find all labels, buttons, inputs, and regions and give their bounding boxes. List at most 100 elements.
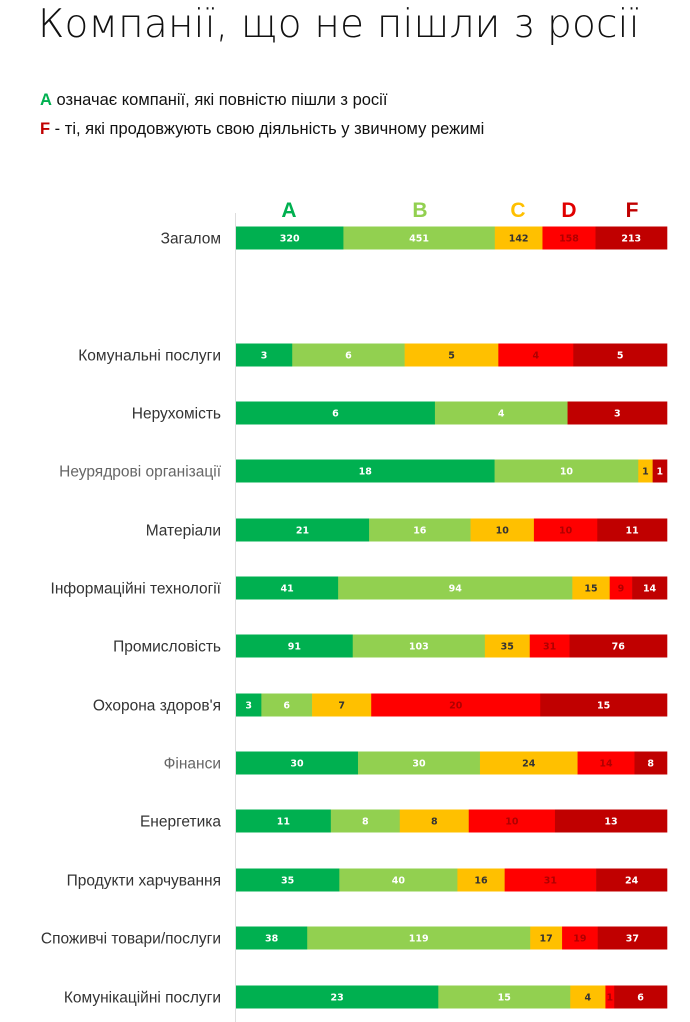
bar-segment-f <box>540 693 668 717</box>
bar-value-label: 35 <box>501 642 514 653</box>
bar-segment-c <box>572 576 610 600</box>
bar-segment-b <box>438 985 571 1009</box>
legend-text-a: означає компанії, які повністю пішли з р… <box>51 91 388 109</box>
legend-key-f: F <box>40 120 51 138</box>
bar-value-label: 24 <box>625 876 639 887</box>
bar-value-label: 6 <box>637 993 644 1004</box>
bar-value-label: 41 <box>280 584 293 595</box>
bar-value-label: 6 <box>283 701 290 712</box>
category-label: Енергетика <box>140 814 221 831</box>
bar-value-label: 4 <box>498 409 505 420</box>
bar-value-label: 5 <box>448 351 455 362</box>
bar-segment-c <box>312 693 372 717</box>
bar-segment-d <box>542 226 596 250</box>
legend-line-f: F - ті, які продовжують свою діяльність … <box>40 120 484 139</box>
category-label: Нерухомість <box>132 406 221 423</box>
category-label: Охорона здоров'я <box>93 698 221 715</box>
bar-segment-a <box>236 343 293 367</box>
bar-segment-d <box>498 343 574 367</box>
bar-segment-c <box>479 751 578 775</box>
bar-value-label: 94 <box>449 584 463 595</box>
bar-segment-f <box>634 751 668 775</box>
bar-value-label: 15 <box>498 993 511 1004</box>
bar-segment-a <box>236 459 495 483</box>
category-label: Загалом <box>161 231 221 248</box>
bar-segment-f <box>596 868 668 892</box>
category-label: Матеріали <box>146 523 221 540</box>
bar-value-label: 15 <box>584 584 597 595</box>
category-label: Споживчі товари/послуги <box>41 931 221 948</box>
bar-value-label: 76 <box>612 642 626 653</box>
category-label: Неурядрові організації <box>59 464 222 481</box>
bar-segment-a <box>236 401 436 425</box>
bar-segment-b <box>357 751 481 775</box>
bar-segment-c <box>404 343 499 367</box>
bar-segment-f <box>567 401 668 425</box>
bar-value-label: 3 <box>614 409 621 420</box>
bar-segment-a <box>236 518 370 542</box>
bar-value-label: 16 <box>474 876 488 887</box>
bar-segment-b <box>292 343 405 367</box>
bar-segment-a <box>236 226 344 250</box>
bar-segment-f <box>652 459 668 483</box>
category-label: Промисловість <box>113 639 221 656</box>
bar-value-label: 18 <box>359 467 373 478</box>
bar-segment-f <box>569 634 668 658</box>
bar-segment-d <box>529 634 570 658</box>
column-header-a: A <box>281 199 296 222</box>
bar-value-label: 10 <box>559 526 573 537</box>
bar-segment-b <box>330 809 401 833</box>
legend-line-a: A означає компанії, які повністю пішли з… <box>40 91 387 110</box>
bar-value-label: 17 <box>540 934 553 945</box>
bar-segment-b <box>369 518 471 542</box>
bar-value-label: 1 <box>607 993 614 1004</box>
bar-segment-c <box>530 926 563 950</box>
bar-value-label: 8 <box>362 817 369 828</box>
bar-value-label: 23 <box>331 993 344 1004</box>
legend-text-f: - ті, які продовжують свою діяльність у … <box>50 120 485 138</box>
bar-segment-a <box>236 693 262 717</box>
bar-value-label: 31 <box>544 876 557 887</box>
bar-value-label: 35 <box>281 876 294 887</box>
bar-segment-c <box>570 985 606 1009</box>
bar-value-label: 15 <box>597 701 610 712</box>
column-header-d: D <box>561 199 576 222</box>
legend-key-a: A <box>40 91 52 109</box>
bar-value-label: 91 <box>288 642 301 653</box>
bar-segment-b <box>494 459 639 483</box>
bar-segment-c <box>638 459 653 483</box>
bar-segment-b <box>343 226 496 250</box>
bar-segment-d <box>577 751 635 775</box>
bar-segment-d <box>371 693 541 717</box>
bar-segment-a <box>236 809 332 833</box>
bar-value-label: 6 <box>332 409 339 420</box>
bar-value-label: 119 <box>409 934 429 945</box>
bar-segment-d <box>605 985 615 1009</box>
bar-segment-d <box>533 518 598 542</box>
bar-segment-d <box>562 926 598 950</box>
bar-value-label: 10 <box>496 526 510 537</box>
bar-segment-a <box>236 751 359 775</box>
bar-segment-a <box>236 634 354 658</box>
column-header-c: C <box>510 199 525 222</box>
bar-segment-b <box>339 868 458 892</box>
bar-value-label: 103 <box>409 642 429 653</box>
bar-segment-f <box>595 226 668 250</box>
bar-value-label: 10 <box>560 467 574 478</box>
bar-segment-c <box>399 809 470 833</box>
bar-value-label: 1 <box>657 467 664 478</box>
bar-segment-d <box>504 868 597 892</box>
bar-value-label: 37 <box>626 934 639 945</box>
category-label: Продукти харчування <box>67 873 221 890</box>
bar-value-label: 6 <box>345 351 352 362</box>
bar-segment-c <box>494 226 543 250</box>
bar-value-label: 16 <box>413 526 427 537</box>
bar-value-label: 14 <box>643 584 657 595</box>
bar-value-label: 3 <box>261 351 268 362</box>
category-label: Комунікаційні послуги <box>64 990 221 1007</box>
category-label: Комунальні послуги <box>78 348 221 365</box>
bar-segment-c <box>484 634 531 658</box>
column-header-b: B <box>412 199 427 222</box>
bar-segment-b <box>434 401 568 425</box>
